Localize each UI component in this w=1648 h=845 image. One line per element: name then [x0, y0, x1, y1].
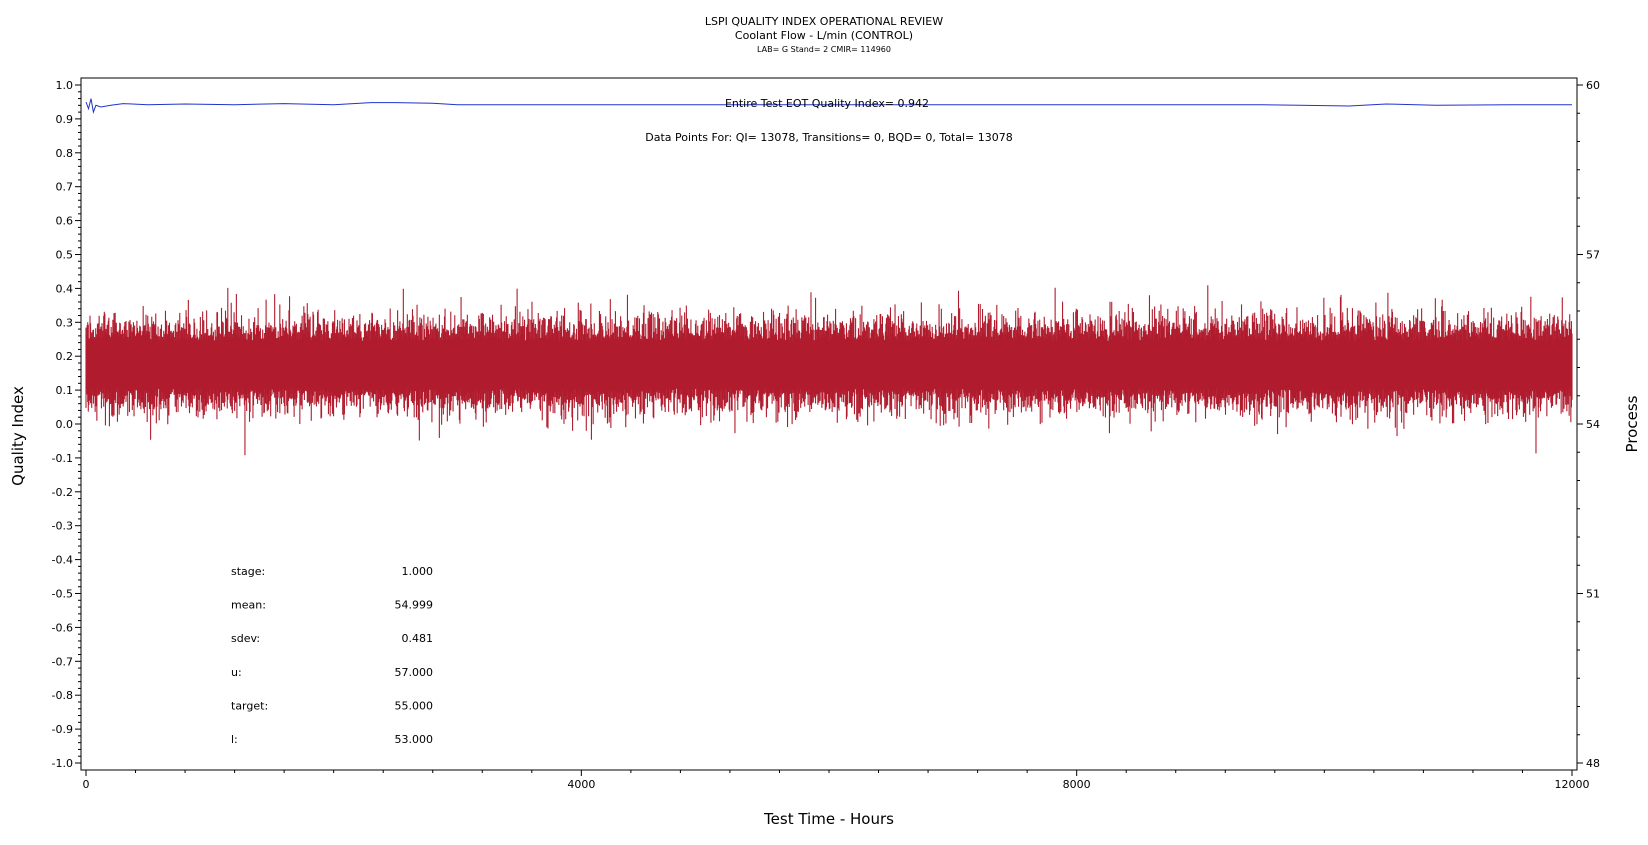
- y-tick-label: -0.8: [52, 689, 73, 702]
- y-tick-label: 0.6: [56, 215, 74, 228]
- y-tick-label: 0.2: [56, 350, 74, 363]
- stat-label: stage:: [231, 565, 265, 578]
- x-axis-label: Test Time - Hours: [763, 810, 894, 828]
- stat-value: 53.000: [395, 733, 434, 746]
- x-axis: 0 4000 8000 12000: [83, 770, 1590, 791]
- stats-block: stage: 1.000 mean: 54.999 sdev: 0.481 u: 57.000…: [231, 565, 433, 746]
- eot-quality-index-annotation: Entire Test EOT Quality Index= 0.942: [725, 97, 929, 110]
- stat-value: 1.000: [402, 565, 434, 578]
- stat-label: mean:: [231, 599, 266, 612]
- y2-tick-label: 54: [1586, 418, 1600, 431]
- y-tick-label: 0.9: [56, 113, 74, 126]
- y-tick-label: 0.4: [56, 282, 74, 295]
- y-axis-right: 48 51 54 57 60: [1577, 79, 1600, 770]
- y-tick-label: -0.4: [52, 554, 73, 567]
- series-layer: [85, 98, 1573, 456]
- stat-label: target:: [231, 699, 268, 712]
- data-points-annotation: Data Points For: QI= 13078, Transitions=…: [645, 131, 1013, 144]
- y-tick-label: 0.7: [56, 181, 74, 194]
- y-tick-label: 0.0: [56, 418, 74, 431]
- y2-tick-label: 48: [1586, 757, 1600, 770]
- x-tick-label: 0: [83, 778, 90, 791]
- stat-label: u:: [231, 666, 242, 679]
- y-tick-label: 0.8: [56, 147, 74, 160]
- y-tick-label: -1.0: [52, 757, 73, 770]
- y-tick-label: -0.2: [52, 486, 73, 499]
- stat-value: 55.000: [395, 699, 434, 712]
- y2-axis-label: Process: [1623, 395, 1641, 452]
- y-tick-label: -0.1: [52, 452, 73, 465]
- y-tick-label: 0.5: [56, 249, 74, 262]
- chart-lab-info: LAB= G Stand= 2 CMIR= 114960: [757, 45, 891, 54]
- y-axis-left: -1.0 -0.9 -0.8 -0.7 -0.6 -0.5 -0.4 -0.3 -0.2 -0.1…: [52, 79, 81, 770]
- y-tick-label: -0.3: [52, 520, 73, 533]
- stat-value: 57.000: [395, 666, 434, 679]
- chart-subtitle: Coolant Flow - L/min (CONTROL): [735, 29, 913, 42]
- y-tick-label: -0.9: [52, 723, 73, 736]
- chart-title: LSPI QUALITY INDEX OPERATIONAL REVIEW: [705, 15, 943, 28]
- stat-value: 0.481: [402, 632, 434, 645]
- y-tick-label: 1.0: [56, 79, 74, 92]
- stat-value: 54.999: [395, 599, 434, 612]
- y-tick-label: 0.3: [56, 316, 74, 329]
- stat-label: l:: [231, 733, 238, 746]
- x-tick-label: 12000: [1555, 778, 1590, 791]
- y-tick-label: 0.1: [56, 384, 74, 397]
- x-tick-label: 4000: [567, 778, 595, 791]
- y2-tick-label: 51: [1586, 588, 1600, 601]
- y-tick-label: -0.5: [52, 588, 73, 601]
- y2-tick-label: 60: [1586, 79, 1600, 92]
- cumulative-quality-index-line: [85, 98, 1572, 115]
- y2-tick-label: 57: [1586, 249, 1600, 262]
- stat-label: sdev:: [231, 632, 260, 645]
- y-axis-label: Quality Index: [9, 386, 27, 486]
- y-tick-label: -0.7: [52, 655, 73, 668]
- x-tick-label: 8000: [1063, 778, 1091, 791]
- quality-index-core-band: [86, 344, 1572, 386]
- y-tick-label: -0.6: [52, 621, 73, 634]
